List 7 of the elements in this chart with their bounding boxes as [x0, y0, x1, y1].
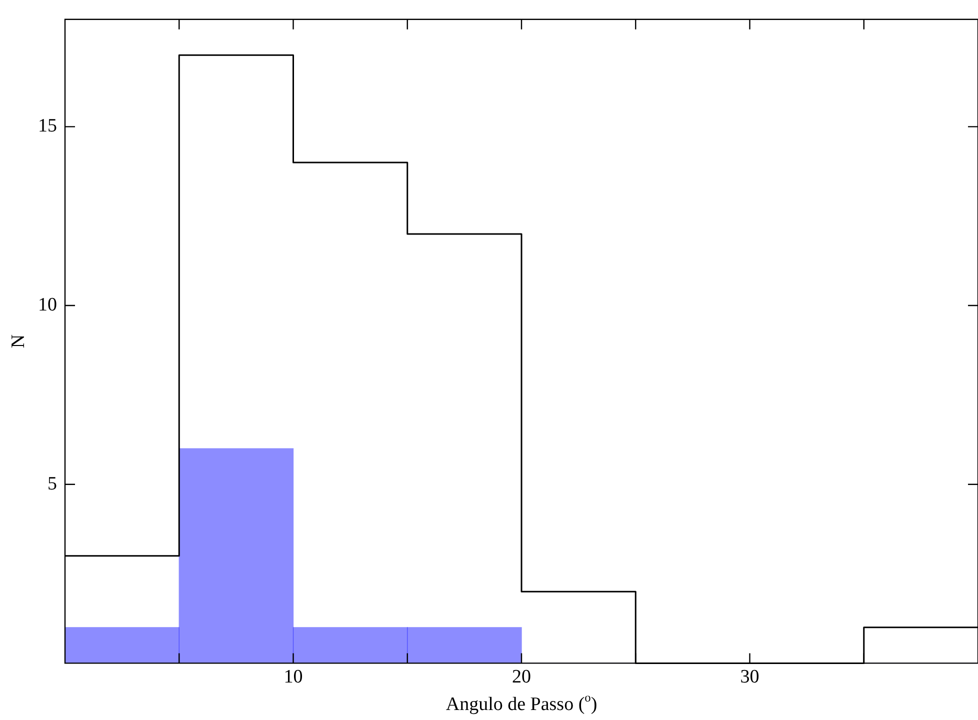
x-tick-label: 10 [284, 666, 303, 688]
x-tick-label: 20 [512, 666, 531, 688]
y-tick-label: 5 [48, 473, 57, 494]
y-axis-title: N [8, 334, 29, 348]
y-tick-label: 15 [38, 116, 57, 137]
x-tick-label: 30 [740, 666, 760, 688]
y-tick-label: 10 [38, 294, 57, 316]
